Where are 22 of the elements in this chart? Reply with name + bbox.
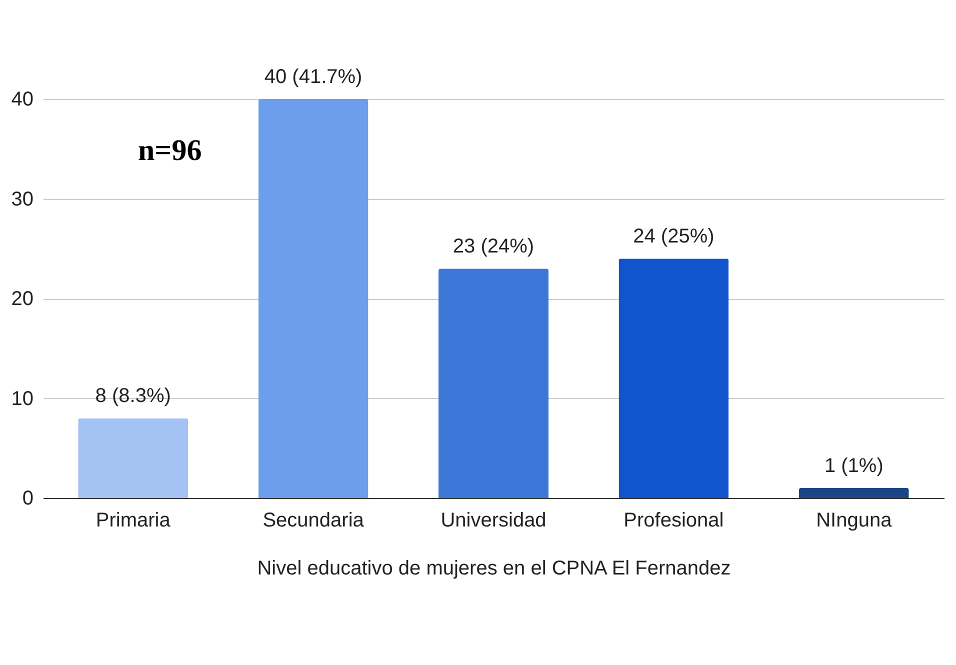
data-label: 8 (8.3%)	[95, 385, 171, 408]
y-tick-label: 30	[11, 188, 34, 210]
bar	[798, 488, 909, 498]
data-label: 1 (1%)	[824, 455, 884, 478]
bar	[258, 99, 368, 498]
data-label: 23 (24%)	[452, 236, 534, 258]
bar	[78, 418, 188, 498]
x-tick-label: Secundaria	[262, 510, 365, 532]
annotation: n=96	[138, 134, 202, 167]
y-tick-label: 0	[22, 488, 34, 510]
x-tick-label: Universidad	[440, 510, 546, 532]
x-tick-label: NInguna	[816, 510, 893, 532]
x-tick-label: Profesional	[624, 510, 724, 532]
data-label: 24 (25%)	[633, 226, 714, 248]
y-tick-label: 40	[11, 88, 34, 110]
y-tick-label: 10	[11, 388, 34, 410]
x-tick-label: Primaria	[96, 510, 172, 532]
x-axis-title: Nivel educativo de mujeres en el CPNA El Fernandez	[257, 558, 731, 580]
bar	[618, 258, 729, 498]
y-tick-label: 20	[11, 288, 34, 310]
bar	[438, 268, 548, 498]
data-label: 40 (41.7%)	[264, 66, 362, 88]
